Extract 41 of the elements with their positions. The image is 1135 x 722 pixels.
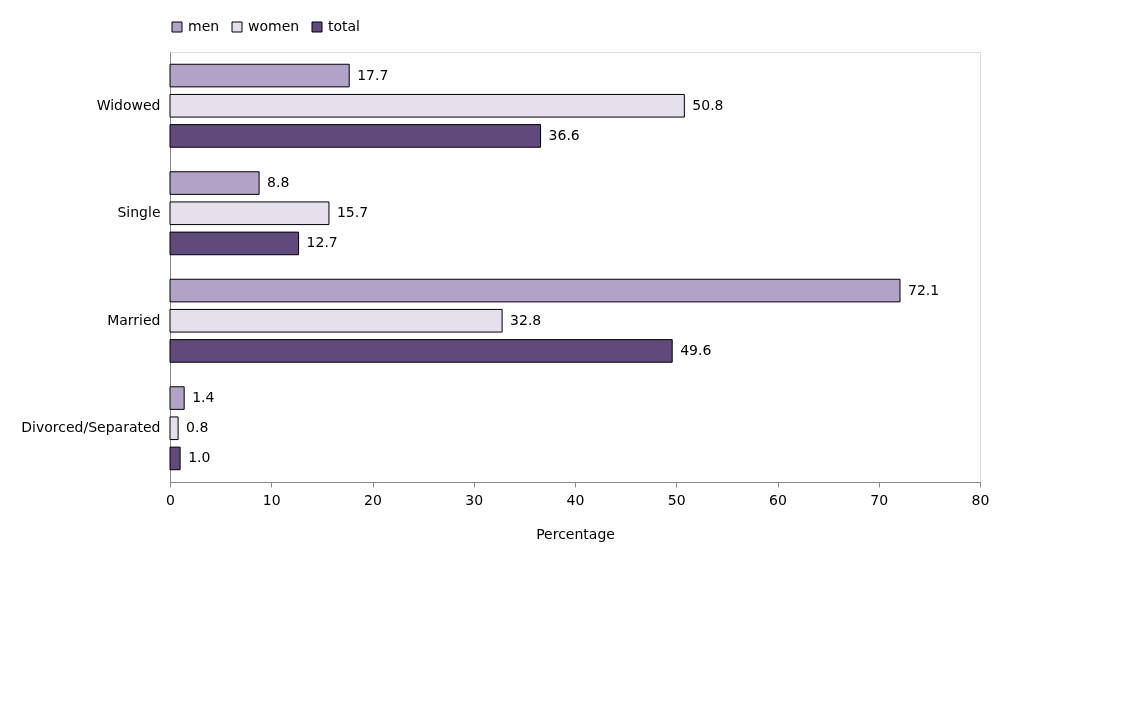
bar [169,416,179,441]
bar [169,308,503,333]
legend-label: total [328,18,361,34]
x-tick-label: 0 [166,491,175,508]
bar [169,231,300,256]
x-tick-label: 60 [769,491,787,508]
legend-label: men [188,18,220,34]
data-label: 1.4 [192,389,215,406]
data-label: 50.8 [692,96,724,113]
bar [169,93,685,118]
x-tick-label: 10 [262,491,281,508]
x-axis-title: Percentage [536,525,615,542]
data-label: 32.8 [510,311,542,328]
data-label: 12.7 [306,234,338,251]
x-tick-label: 30 [465,491,484,508]
legend-label: women [248,18,300,34]
data-label: 17.7 [357,66,389,83]
y-tick-label: Widowed [96,96,161,113]
data-label: 15.7 [336,204,369,221]
bar [169,201,330,226]
data-label: 36.6 [548,126,580,143]
data-label: 49.6 [680,341,712,358]
bar [169,124,542,148]
bar [169,278,901,303]
bar [169,446,181,471]
x-tick-label: 40 [566,491,585,508]
x-tick-label: 20 [364,491,382,508]
data-label: 1.0 [188,449,211,466]
data-label: 0.8 [186,419,209,436]
data-label: 8.8 [267,174,290,191]
data-label: 72.1 [908,281,940,298]
x-tick-label: 50 [667,491,686,508]
x-tick-label: 70 [870,491,889,508]
bar [169,339,673,363]
bar [169,63,350,88]
y-tick-label: Single [117,204,161,221]
bar [169,171,260,195]
x-tick-label: 80 [971,491,990,508]
y-tick-label: Divorced/Separated [21,419,161,436]
y-tick-label: Married [107,311,161,328]
bar [169,386,185,410]
